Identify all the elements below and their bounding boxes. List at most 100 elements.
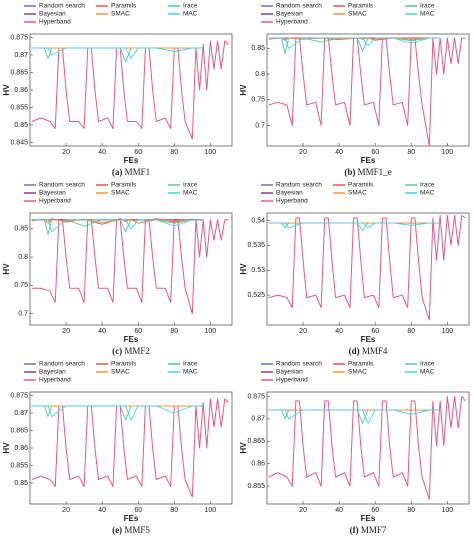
legend-label: SMAC	[111, 11, 130, 18]
y-tick-label: 0.865	[247, 438, 265, 445]
legend-label: Bayesian	[276, 369, 303, 376]
x-tick-label: 20	[299, 328, 307, 335]
legend-label: Random search	[276, 3, 322, 10]
y-tick-label: 0.85	[14, 122, 28, 129]
series-line	[268, 37, 441, 49]
caption-name: MMF5	[124, 525, 150, 535]
caption-label: (b)	[344, 167, 355, 177]
legend-label: Paramils	[348, 182, 374, 189]
x-tick-label: 60	[134, 149, 142, 156]
legend-label: Irace	[183, 3, 198, 10]
caption-name: MMF4	[362, 346, 388, 356]
caption-label: (d)	[349, 346, 360, 356]
caption-name: MMF1_e	[358, 167, 392, 177]
y-axis-label: HV	[2, 263, 11, 275]
legend-label: Bayesian	[39, 11, 66, 18]
x-axis-label: FEs	[124, 335, 139, 344]
x-tick-label: 40	[335, 149, 343, 156]
plot-frame	[29, 212, 233, 326]
y-axis-label: HV	[239, 84, 248, 96]
series-line	[31, 47, 204, 59]
legend-label: MAC	[183, 11, 198, 18]
x-tick-label: 80	[407, 507, 415, 514]
caption: (f) MMF7	[350, 525, 387, 535]
y-tick-label: 0.86	[251, 461, 265, 468]
y-tick-label: 0.855	[10, 462, 28, 469]
y-tick-label: 0.865	[10, 69, 28, 76]
x-tick-label: 100	[442, 328, 454, 335]
y-tick-label: 0.85	[251, 45, 265, 52]
legend-label: MAC	[183, 190, 198, 197]
series-line	[31, 219, 204, 233]
x-tick-label: 100	[442, 507, 454, 514]
y-axis-label: HV	[2, 84, 11, 96]
x-tick-label: 60	[371, 328, 379, 335]
legend-label: Paramils	[348, 3, 374, 10]
y-tick-label: 0.86	[14, 445, 28, 452]
series-line	[268, 222, 441, 229]
x-tick-label: 80	[170, 507, 178, 514]
legend-label: Paramils	[348, 361, 374, 368]
series-line	[31, 219, 229, 315]
caption-name: MMF7	[361, 525, 387, 535]
y-tick-label: 0.7	[255, 122, 265, 129]
x-axis-label: FEs	[361, 335, 376, 344]
x-tick-label: 40	[335, 507, 343, 514]
x-tick-label: 20	[62, 328, 70, 335]
x-tick-label: 60	[371, 507, 379, 514]
series-line	[268, 37, 441, 54]
x-tick-label: 80	[170, 328, 178, 335]
y-tick-label: 0.87	[14, 52, 28, 59]
series-line	[31, 47, 204, 63]
legend-label: Bayesian	[39, 190, 66, 197]
legend-label: MAC	[420, 369, 435, 376]
y-tick-label: 0.875	[10, 34, 28, 41]
caption: (d) MMF4	[349, 346, 388, 356]
legend-label: Bayesian	[276, 190, 303, 197]
y-tick-label: 0.75	[251, 97, 265, 104]
legend-label: SMAC	[111, 190, 130, 197]
series-line	[268, 37, 466, 147]
series-line	[31, 405, 204, 421]
y-tick-label: 0.85	[14, 226, 28, 233]
legend-label: Random search	[276, 361, 322, 368]
legend-label: Hyperband	[276, 19, 308, 26]
legend-label: Hyperband	[39, 377, 71, 384]
x-tick-label: 20	[299, 149, 307, 156]
x-tick-label: 20	[62, 149, 70, 156]
plot-frame	[266, 212, 470, 326]
x-tick-label: 40	[98, 507, 106, 514]
x-tick-label: 40	[98, 328, 106, 335]
legend-label: Irace	[183, 361, 198, 368]
x-tick-label: 40	[98, 149, 106, 156]
x-axis-label: FEs	[361, 156, 376, 165]
plot-frame	[266, 33, 470, 147]
caption: (c) MMF2	[112, 346, 150, 356]
x-tick-label: 100	[442, 149, 454, 156]
series-line	[31, 398, 229, 498]
legend-label: Irace	[420, 3, 435, 10]
y-axis-label: HV	[239, 442, 248, 454]
series-line	[268, 395, 466, 501]
legend-label: Irace	[420, 182, 435, 189]
y-tick-label: 0.75	[14, 282, 28, 289]
x-axis-label: FEs	[124, 156, 139, 165]
legend-label: Bayesian	[276, 11, 303, 18]
y-tick-label: 0.875	[247, 393, 265, 400]
x-tick-label: 40	[335, 328, 343, 335]
caption: (b) MMF1_e	[344, 167, 391, 177]
y-axis-label: HV	[239, 263, 248, 275]
series-line	[268, 222, 441, 231]
caption-name: MMF2	[124, 346, 150, 356]
caption-label: (e)	[112, 525, 122, 535]
y-tick-label: 0.8	[18, 254, 28, 261]
caption-label: (c)	[112, 346, 122, 356]
y-tick-label: 0.85	[14, 480, 28, 487]
legend-label: Paramils	[111, 361, 137, 368]
caption-label: (f)	[350, 525, 359, 535]
y-tick-label: 0.87	[14, 410, 28, 417]
y-tick-label: 0.535	[247, 242, 265, 249]
y-tick-label: 0.87	[251, 416, 265, 423]
legend-label: Paramils	[111, 182, 137, 189]
